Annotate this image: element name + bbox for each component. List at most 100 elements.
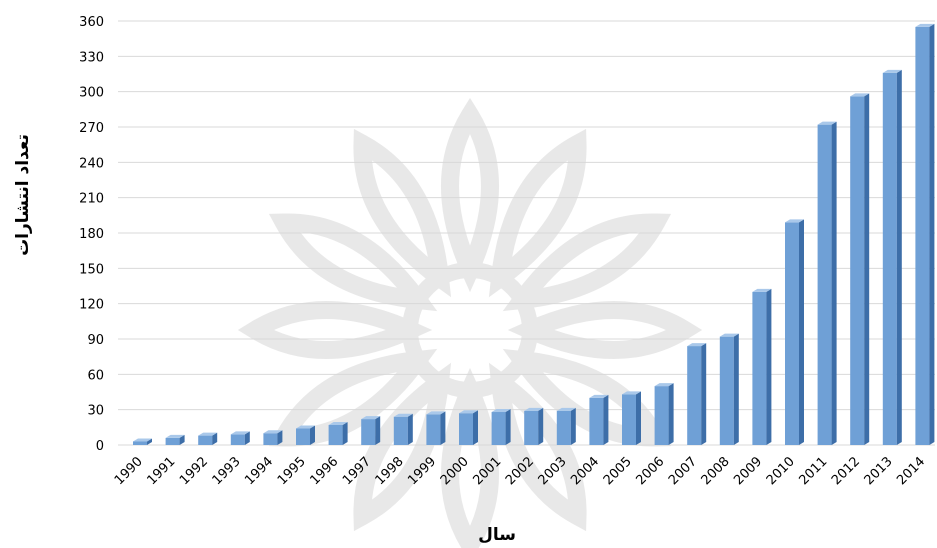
bar-front — [915, 26, 930, 446]
watermark-petal — [488, 362, 587, 532]
bar-top — [719, 333, 739, 337]
bar-2008 — [719, 333, 739, 445]
bar-top — [361, 416, 381, 420]
bar-side — [636, 391, 641, 445]
bar-top — [165, 434, 185, 438]
bar-2006 — [654, 383, 674, 445]
bar-front — [882, 72, 897, 446]
y-tick-label: 300 — [79, 86, 104, 101]
bar-1990 — [133, 438, 152, 445]
y-tick-label: 150 — [79, 262, 104, 277]
x-axis-ticks: 1990199119921993199419951996199719981999… — [112, 454, 928, 488]
bar-2007 — [687, 343, 707, 445]
bar-front — [263, 433, 278, 445]
bar-top — [622, 391, 641, 395]
bar-front — [393, 416, 408, 445]
x-tick-label: 2010 — [764, 454, 798, 488]
bar-top — [752, 288, 772, 292]
y-tick-label: 330 — [79, 50, 104, 65]
bar-side — [473, 410, 478, 445]
watermark-petal — [353, 128, 452, 298]
bar-1999 — [426, 411, 446, 445]
bar-2002 — [524, 407, 544, 445]
bar-top — [393, 413, 413, 417]
x-tick-label: 1993 — [210, 454, 244, 488]
x-tick-label: 1996 — [307, 454, 341, 488]
bar-front — [524, 410, 539, 445]
bar-side — [407, 413, 413, 445]
x-tick-label: 2011 — [796, 454, 830, 488]
bar-side — [244, 431, 250, 445]
bar-side — [668, 383, 674, 445]
gridlines — [118, 20, 935, 446]
bar-side — [603, 394, 609, 445]
bar-side — [799, 219, 804, 445]
bar-side — [570, 407, 576, 445]
x-tick-label: 1992 — [177, 454, 211, 488]
bar-top — [589, 394, 609, 398]
bar-front — [198, 435, 213, 445]
bar-side — [929, 23, 935, 446]
bar-front — [165, 437, 180, 445]
bar-1991 — [165, 434, 185, 445]
bar-front — [850, 96, 865, 445]
bar-side — [342, 421, 348, 445]
bar-1992 — [198, 432, 218, 445]
y-tick-label: 240 — [79, 156, 104, 171]
x-tick-label: 2008 — [699, 454, 733, 488]
bar-side — [831, 121, 837, 446]
bar-2012 — [850, 93, 870, 445]
bar-front — [133, 441, 147, 445]
bar-side — [277, 430, 283, 445]
x-tick-label: 1991 — [144, 454, 178, 488]
bar-side — [766, 288, 772, 445]
bar-2005 — [622, 391, 641, 445]
watermark-petal — [441, 97, 499, 293]
watermark-petal — [488, 128, 587, 298]
bar-front — [459, 413, 473, 445]
y-tick-label: 0 — [96, 439, 104, 454]
bar-side — [505, 409, 511, 445]
bar-side — [212, 432, 218, 445]
bar-top — [687, 343, 707, 347]
bar-front — [491, 412, 506, 445]
bar-2014 — [915, 23, 935, 446]
bar-front — [687, 346, 702, 445]
bar-front — [719, 336, 734, 445]
bar-2000 — [459, 410, 478, 445]
y-tick-label: 270 — [79, 121, 104, 136]
bar-top — [915, 23, 935, 27]
x-tick-label: 2006 — [633, 454, 667, 488]
x-tick-label: 2005 — [601, 454, 635, 488]
bar-top — [785, 219, 804, 223]
bar-2013 — [882, 69, 902, 446]
bar-2003 — [556, 407, 576, 445]
x-tick-label: 2013 — [862, 454, 896, 488]
bar-front — [622, 394, 636, 445]
y-tick-label: 210 — [79, 192, 104, 207]
y-axis-ticks: 0 30 60 90 120 150 180 210 240 270 300 330 360 — [79, 15, 104, 454]
y-tick-label: 60 — [87, 368, 104, 383]
bar-front — [556, 410, 571, 445]
bar-top — [328, 421, 348, 425]
bar-top — [426, 411, 446, 415]
x-tick-label: 2009 — [731, 454, 765, 488]
bar-front — [296, 428, 310, 445]
bar-top — [491, 409, 511, 413]
bar-top — [230, 431, 250, 435]
watermark-petal — [353, 362, 452, 532]
bar-1997 — [361, 416, 381, 445]
bar-side — [864, 93, 870, 445]
bar-top — [133, 438, 152, 442]
bar-2004 — [589, 394, 609, 445]
watermark-petal — [502, 213, 672, 312]
y-tick-label: 30 — [87, 404, 104, 419]
bar-front — [230, 434, 245, 445]
bar-top — [459, 410, 478, 414]
bar-top — [882, 69, 902, 73]
bar-side — [701, 343, 707, 445]
bar-top — [817, 121, 837, 125]
x-tick-label: 2012 — [829, 454, 863, 488]
watermark-petal — [507, 301, 703, 359]
